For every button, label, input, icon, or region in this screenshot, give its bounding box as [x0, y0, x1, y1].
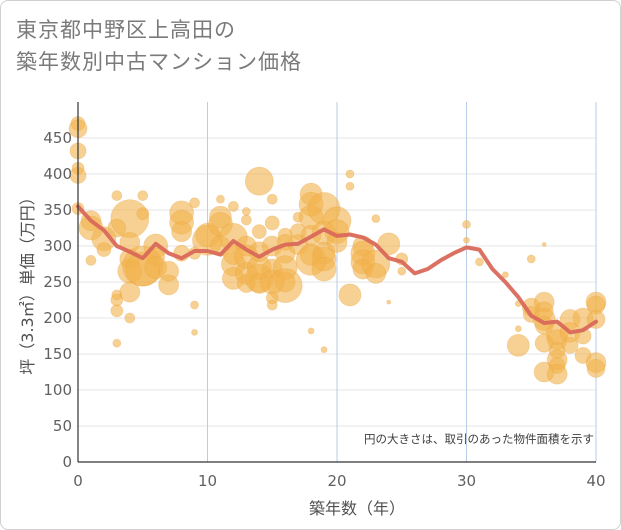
bubble-point: [171, 221, 193, 243]
bubble-point: [397, 266, 407, 276]
size-note: 円の大きさは、取引のあった物件面積を示す: [364, 432, 594, 446]
chart-title: 東京都中野区上高田の 築年数別中古マンション価格: [16, 14, 302, 78]
bubble-point: [244, 166, 274, 196]
tick-labels: 0 50 100 150 200 250 300 350 400 450 0 10 20 30 40: [43, 129, 605, 490]
bubble-point: [112, 338, 122, 348]
bubble-point: [266, 299, 278, 311]
bubble-point: [110, 304, 124, 318]
bubble-point: [506, 333, 530, 357]
y-tick-label: 100: [43, 381, 72, 399]
bubble-point: [251, 224, 267, 240]
y-axis-label: 坪（3.3㎡）単価（万円）: [18, 189, 37, 374]
bubble-point: [501, 271, 509, 279]
x-tick-label: 30: [457, 472, 476, 490]
bubble-point: [136, 207, 150, 221]
bubble-point: [463, 236, 470, 244]
bubble-point: [240, 214, 252, 226]
y-tick-label: 400: [43, 165, 72, 183]
bubble-point: [345, 181, 355, 191]
bubble-point: [541, 242, 547, 247]
x-tick-label: 20: [327, 472, 346, 490]
x-axis-label: 築年数（年）: [309, 499, 405, 518]
y-tick-label: 50: [53, 417, 72, 435]
bubble-point: [586, 358, 606, 378]
bubble-point: [111, 190, 123, 202]
bubble-point: [365, 262, 387, 284]
title-line-2: 築年数別中古マンション価格: [16, 50, 302, 74]
bubble-point: [311, 256, 337, 282]
bubble-point: [241, 207, 251, 216]
bubble-point: [264, 215, 280, 231]
bubble-point: [124, 312, 136, 324]
y-tick-label: 150: [43, 345, 72, 363]
y-tick-label: 250: [43, 273, 72, 291]
bubble-point: [561, 336, 579, 354]
bubble-point: [267, 268, 303, 304]
bubble-point: [266, 193, 278, 205]
bubble-point: [190, 300, 199, 310]
x-tick-label: 40: [586, 472, 605, 490]
title-line-1: 東京都中野区上高田の: [16, 18, 236, 42]
y-tick-label: 350: [43, 201, 72, 219]
bubble-point: [514, 325, 522, 333]
bubble-point: [189, 197, 200, 209]
bubble-point: [85, 254, 97, 266]
bubble-point: [338, 283, 362, 307]
bubble-point: [227, 200, 239, 212]
grid: [78, 102, 597, 462]
y-tick-label: 0: [62, 453, 72, 471]
y-tick-label: 300: [43, 237, 72, 255]
bubbles: [68, 116, 607, 385]
trend-polyline: [76, 204, 598, 335]
bubble-point: [371, 214, 381, 224]
bubble-point: [526, 254, 536, 264]
y-tick-label: 450: [43, 129, 72, 147]
bubble-point: [546, 363, 568, 385]
bubble-point: [96, 242, 112, 258]
axes: [77, 102, 596, 463]
x-tick-label: 0: [73, 472, 83, 490]
bubble-point: [216, 194, 225, 204]
bubble-point: [462, 219, 471, 229]
bubble-point: [119, 281, 141, 303]
bubble-point: [191, 328, 198, 336]
bubble-point: [345, 169, 355, 179]
bubble-point: [386, 299, 392, 305]
y-tick-label: 200: [43, 309, 72, 327]
bubble-point: [475, 257, 484, 267]
bubble-point: [137, 190, 149, 202]
x-tick-label: 10: [198, 472, 217, 490]
bubble-point: [326, 231, 348, 253]
bubble-point: [158, 274, 180, 296]
trend-line: [76, 204, 598, 335]
bubble-point: [307, 327, 315, 335]
bubble-point: [320, 346, 328, 354]
